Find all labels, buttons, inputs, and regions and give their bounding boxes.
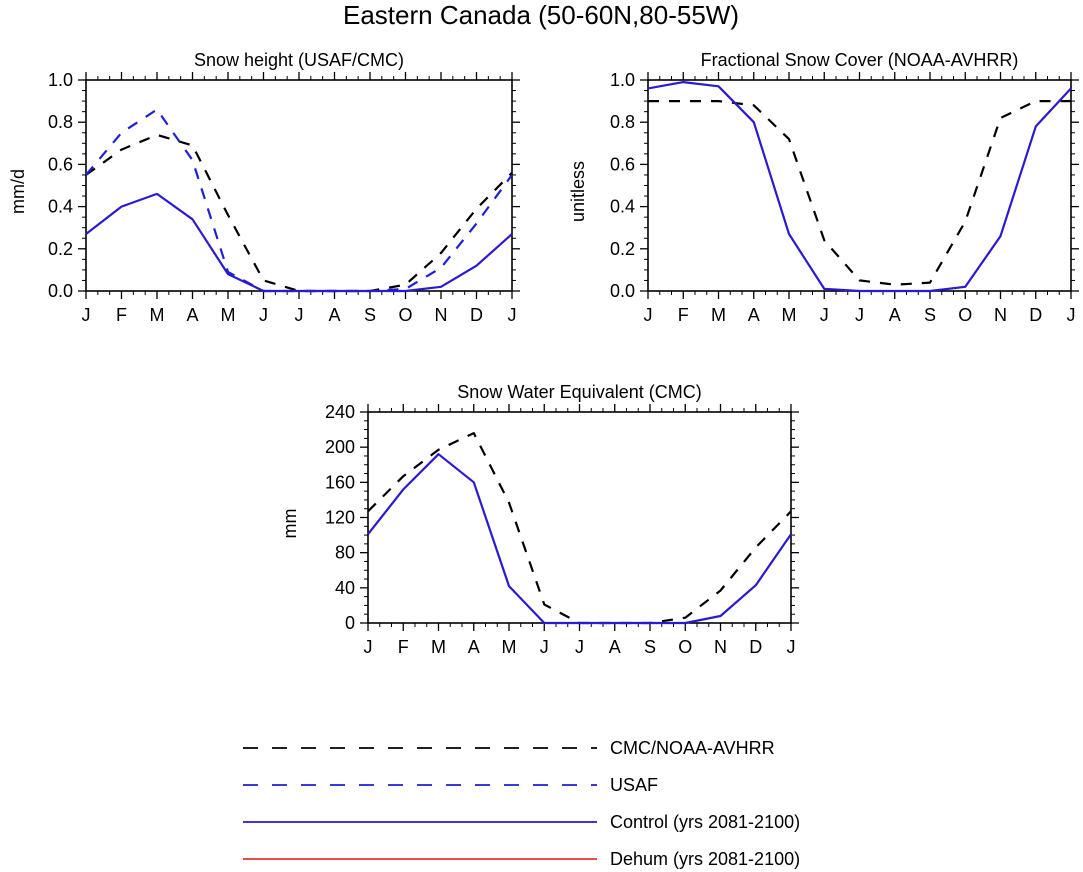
- y-tick-label: 0.4: [610, 197, 635, 217]
- x-tick-label: J: [820, 305, 829, 325]
- x-tick-label: M: [150, 305, 165, 325]
- panel-snow-height: Snow height (USAF/CMC)mm/dJ F M A M J J A S O N D J0…: [8, 50, 520, 325]
- panel-title: Snow height (USAF/CMC): [194, 50, 404, 70]
- y-tick-label: 0.0: [48, 281, 73, 301]
- y-tick-label: 0.4: [48, 197, 73, 217]
- y-tick-label: 0.8: [48, 112, 73, 132]
- x-tick-label: S: [924, 305, 936, 325]
- series-line: [85, 108, 513, 293]
- x-tick-label: J: [855, 305, 864, 325]
- panel-title: Fractional Snow Cover (NOAA-AVHRR): [701, 50, 1019, 70]
- panel-fractional-snow-cover: Fractional Snow Cover (NOAA-AVHRR) unitle…: [568, 50, 1079, 325]
- x-tick-label: M: [502, 637, 517, 657]
- figure-title: Eastern Canada (50-60N,80-55W): [343, 0, 739, 30]
- y-tick-label: 0.0: [610, 281, 635, 301]
- x-tick-label: J: [508, 305, 517, 325]
- y-tick-label: 1.0: [610, 70, 635, 90]
- x-tick-label: M: [782, 305, 797, 325]
- y-tick-label: 240: [325, 402, 355, 422]
- y-tick-label: 0.8: [610, 112, 635, 132]
- y-tick-label: 120: [325, 508, 355, 528]
- x-tick-label: M: [431, 637, 446, 657]
- x-tick-label: M: [711, 305, 726, 325]
- x-tick-label: D: [470, 305, 483, 325]
- series-line: [85, 133, 513, 293]
- x-tick-label: J: [787, 637, 796, 657]
- series-line: [367, 453, 792, 625]
- x-tick-label: J: [1067, 305, 1076, 325]
- x-tick-label: F: [116, 305, 127, 325]
- x-tick-label: O: [678, 637, 692, 657]
- y-axis-label: mm/d: [8, 169, 28, 214]
- plot-frame: [647, 79, 1072, 292]
- x-tick-label: A: [468, 637, 480, 657]
- series-line: [85, 192, 513, 293]
- x-tick-label: S: [644, 637, 656, 657]
- y-tick-label: 0.6: [610, 154, 635, 174]
- y-axis-label: mm: [280, 509, 300, 539]
- x-tick-label: D: [1029, 305, 1042, 325]
- x-tick-label: F: [398, 637, 409, 657]
- x-tick-label: J: [644, 305, 653, 325]
- y-tick-label: 0.2: [48, 239, 73, 259]
- x-tick-label: J: [295, 305, 304, 325]
- y-tick-label: 80: [335, 543, 355, 563]
- x-tick-label: J: [82, 305, 91, 325]
- plot-frame: [367, 411, 792, 624]
- y-axis-label: unitless: [568, 161, 588, 222]
- x-tick-label: A: [889, 305, 901, 325]
- x-tick-label: D: [749, 637, 762, 657]
- y-tick-label: 0: [345, 613, 355, 633]
- series-line: [648, 99, 1071, 286]
- y-tick-label: 40: [335, 578, 355, 598]
- x-tick-label: J: [259, 305, 268, 325]
- y-tick-label: 1.0: [48, 70, 73, 90]
- y-tick-label: 0.2: [610, 239, 635, 259]
- panel-title: Snow Water Equivalent (CMC): [457, 382, 701, 402]
- x-tick-label: J: [540, 637, 549, 657]
- x-tick-label: J: [575, 637, 584, 657]
- y-tick-label: 200: [325, 437, 355, 457]
- panel-snow-water-equivalent: Snow Water Equivalent (CMC) mm J F M A M J J A S O N…: [280, 382, 799, 657]
- legend: CMC/NOAA-AVHRR USAF Control (yrs 2081-2100…: [243, 738, 800, 869]
- x-tick-label: S: [364, 305, 376, 325]
- x-tick-label: N: [994, 305, 1007, 325]
- x-tick-label: J: [364, 637, 373, 657]
- x-tick-label: O: [398, 305, 412, 325]
- legend-label: Dehum (yrs 2081-2100): [610, 849, 800, 869]
- x-tick-label: M: [221, 305, 236, 325]
- x-tick-label: A: [748, 305, 760, 325]
- x-tick-label: A: [186, 305, 198, 325]
- x-tick-label: F: [678, 305, 689, 325]
- x-tick-label: O: [958, 305, 972, 325]
- x-tick-label: N: [435, 305, 448, 325]
- series-line: [647, 80, 1072, 293]
- legend-label: Control (yrs 2081-2100): [610, 812, 800, 832]
- legend-label: CMC/NOAA-AVHRR: [610, 738, 775, 758]
- x-tick-label: A: [328, 305, 340, 325]
- x-tick-label: N: [714, 637, 727, 657]
- legend-label: USAF: [610, 775, 658, 795]
- y-tick-label: 0.6: [48, 154, 73, 174]
- y-tick-label: 160: [325, 472, 355, 492]
- x-tick-label: A: [609, 637, 621, 657]
